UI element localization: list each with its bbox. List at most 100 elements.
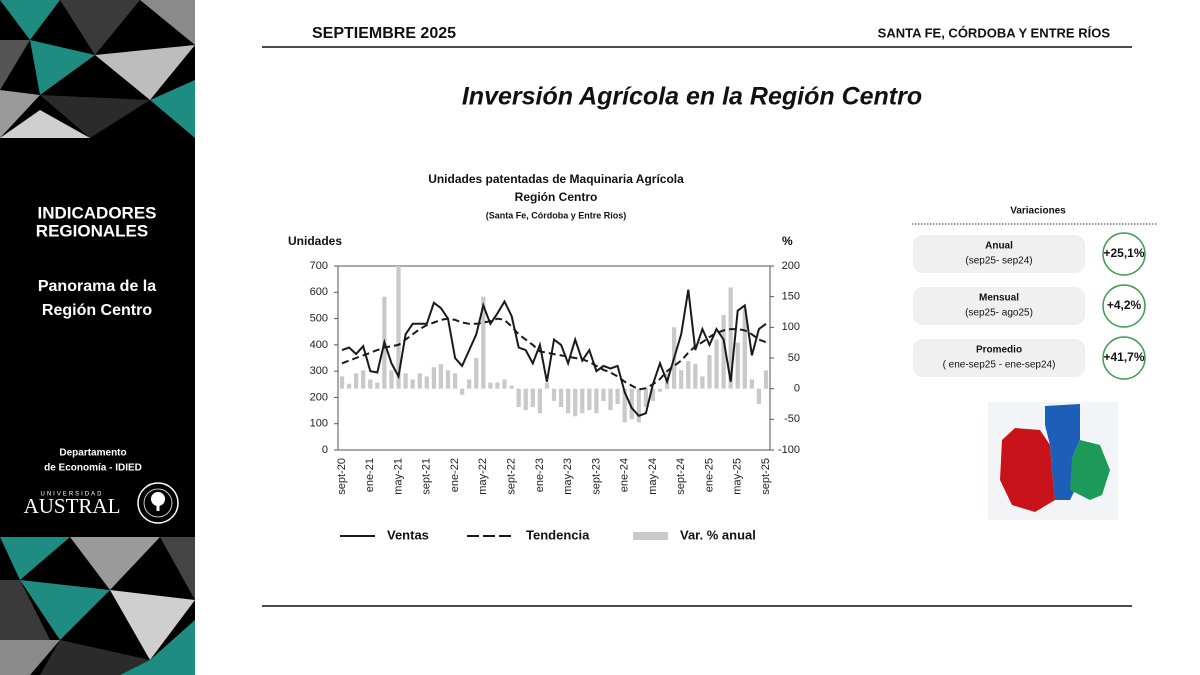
variation-period: (sep25- ago25) (965, 308, 1033, 319)
bar (573, 388, 578, 417)
department: Departamento (59, 448, 126, 459)
bar (544, 382, 550, 389)
x-tick-label: sept-25 (760, 458, 772, 495)
variation-label: Anual (985, 241, 1013, 252)
logo-text: AUSTRAL (24, 494, 121, 518)
variation-badge (1102, 284, 1146, 328)
y2-tick-label: 0 (794, 383, 800, 395)
bar (438, 364, 444, 389)
variation-badge (1102, 336, 1146, 380)
brand: INDICADORES (37, 203, 156, 222)
brand: REGIONALES (36, 221, 148, 240)
bar (516, 388, 521, 408)
bar (679, 370, 684, 389)
bar (693, 364, 698, 389)
bar (728, 287, 733, 389)
bar (756, 388, 762, 404)
sidebar-subtitle: Panorama de la (38, 278, 156, 295)
bar (763, 370, 769, 389)
bar (410, 379, 415, 389)
bar (375, 382, 380, 389)
bar (368, 379, 373, 389)
y2-tick-label: -50 (784, 413, 800, 425)
bar (474, 358, 479, 389)
y-tick-label: 300 (310, 365, 328, 377)
bar (714, 339, 719, 389)
bar (566, 388, 571, 414)
variation-period: ( ene-sep25 - ene-sep24) (943, 360, 1056, 371)
legend-label: Tendencia (526, 527, 590, 542)
y-tick-label: 200 (310, 391, 328, 403)
bar (346, 383, 352, 389)
chart-title: Región Centro (515, 190, 598, 204)
bar (707, 354, 712, 389)
bar (488, 382, 493, 389)
legend-swatch (633, 532, 668, 540)
bar (445, 370, 451, 389)
bar (686, 361, 691, 389)
variation-value: +4,2% (1107, 298, 1142, 312)
x-tick-label: ene-23 (534, 458, 546, 492)
panel-title: Variaciones (1010, 206, 1066, 217)
x-tick-label: ene-25 (703, 458, 715, 492)
bar (509, 385, 514, 389)
bar (657, 388, 663, 392)
x-tick-label: ene-21 (364, 458, 376, 492)
bar (537, 388, 542, 414)
variation-value: +41,7% (1103, 350, 1144, 364)
y2-tick-label: 150 (782, 291, 800, 303)
y-tick-label: 100 (310, 418, 328, 430)
variation-period: (sep25- sep24) (965, 256, 1032, 267)
bar (424, 376, 429, 389)
x-tick-label: may-22 (477, 458, 489, 495)
department: de Economía - IDIED (44, 463, 142, 474)
x-tick-label: sept-23 (590, 458, 602, 495)
header-date: SEPTIEMBRE 2025 (312, 25, 456, 42)
variation-label: Promedio (976, 345, 1022, 356)
x-tick-label: may-25 (732, 458, 744, 495)
bar (580, 388, 585, 414)
y2-tick-label: 50 (788, 352, 800, 364)
sidebar-pattern-bottom (0, 537, 195, 675)
logo-text: UNIVERSIDAD (40, 492, 103, 498)
bar (396, 266, 401, 389)
bar (749, 379, 754, 389)
bar (608, 388, 613, 411)
variation-box (913, 339, 1085, 377)
bar (452, 373, 458, 389)
line (341, 289, 767, 417)
bar (636, 388, 641, 423)
x-tick-label: sept-21 (421, 458, 433, 495)
bar (587, 388, 592, 411)
bar (650, 388, 656, 401)
bar (481, 296, 486, 389)
variation-label: Mensual (979, 293, 1019, 304)
sidebar-subtitle: Región Centro (42, 302, 152, 319)
bar (523, 388, 528, 411)
x-tick-label: may-21 (392, 458, 404, 495)
region-map (988, 402, 1118, 520)
legend-label: Var. % anual (680, 527, 756, 542)
bar (495, 382, 500, 389)
variation-box (913, 235, 1085, 273)
y-tick-label: 500 (310, 312, 328, 324)
bar (601, 388, 606, 401)
y2-tick-label: 200 (782, 260, 800, 272)
header-region: SANTA FE, CÓRDOBA Y ENTRE RÍOS (878, 25, 1111, 40)
logo-emblem (137, 482, 179, 524)
bar (643, 388, 648, 408)
bar (530, 388, 535, 408)
variation-value: +25,1% (1103, 246, 1144, 260)
x-tick-label: ene-24 (619, 458, 631, 492)
bar (615, 388, 620, 404)
y2-tick-label: 100 (782, 321, 800, 333)
y2-tick-label: -100 (778, 444, 800, 456)
chart-subtitle: (Santa Fe, Córdoba y Entre Ríos) (486, 210, 627, 220)
x-tick-label: sept-22 (506, 458, 518, 495)
y-tick-label: 0 (322, 444, 328, 456)
page-title: Inversión Agrícola en la Región Centro (462, 83, 922, 111)
bar (354, 373, 359, 389)
bar (403, 373, 408, 389)
bar (721, 315, 726, 389)
